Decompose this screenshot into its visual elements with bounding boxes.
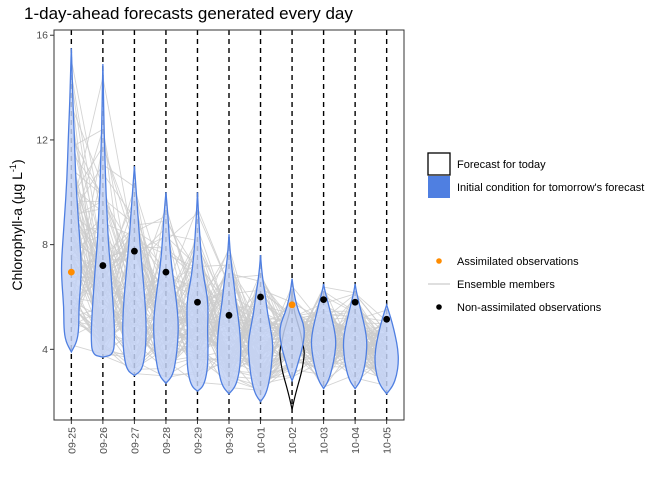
violin-09-25 [60, 48, 82, 354]
x-tick-label: 09-28 [161, 427, 173, 454]
assimilated-point-09-25 [67, 268, 75, 276]
y-tick-label: 4 [42, 344, 48, 356]
x-tick-label: 10-03 [319, 427, 331, 454]
y-tick-label: 12 [36, 134, 48, 146]
legend-key-forecast-today [427, 152, 451, 176]
non-assimilated-point-10-05 [383, 315, 391, 323]
x-tick-label: 10-04 [350, 427, 362, 454]
legend-label: Forecast for today [457, 159, 546, 171]
non-assimilated-point-10-03 [320, 296, 327, 303]
y-axis-title-main: Chlorophyll-a (µg L [9, 172, 25, 291]
x-tick-label: 09-29 [192, 427, 204, 454]
violin-10-04 [342, 283, 368, 390]
x-tick-label: 09-25 [66, 427, 78, 454]
violin-10-01 [247, 255, 274, 403]
plot-area [60, 30, 399, 420]
y-tick-label: 8 [42, 239, 48, 251]
x-tick-label: 09-27 [129, 427, 141, 454]
non-assimilated-point-10-01 [257, 293, 264, 301]
legend-key-initial-condition [428, 176, 450, 198]
non-assimilated-point-09-26 [99, 262, 107, 269]
non-assimilated-point-09-28 [162, 268, 170, 276]
y-axis-title-sup: -1 [8, 164, 18, 172]
violin-09-28 [153, 192, 179, 385]
violin-09-29 [186, 192, 209, 393]
violin-10-02 [279, 278, 305, 383]
initial-condition-violins [60, 48, 399, 403]
x-tick-label: 10-05 [382, 427, 394, 454]
legend-label: Initial condition for tomorrow's forecas… [457, 182, 644, 194]
y-tick-label: 16 [36, 30, 48, 42]
non-assimilated-point-10-04 [351, 298, 359, 306]
x-tick-label: 09-26 [98, 427, 110, 454]
violin-10-03 [310, 283, 337, 390]
y-axis-title-close: ) [9, 159, 25, 164]
non-assimilated-point-09-29 [194, 298, 201, 306]
x-tick-label: 10-01 [256, 427, 268, 454]
legend-label: Ensemble members [457, 279, 555, 291]
non-assimilated-point-09-27 [131, 247, 138, 255]
legend-label: Non-assimilated observations [457, 302, 602, 314]
x-tick-label: 10-02 [287, 427, 299, 454]
legend: Forecast for today Initial condition for … [427, 152, 644, 314]
legend-key-assimilated [436, 258, 442, 264]
non-assimilated-point-09-30 [225, 311, 233, 319]
observations [67, 247, 391, 323]
violin-09-26 [90, 64, 116, 358]
violin-10-05 [374, 302, 399, 395]
legend-key-non-assimilated [436, 304, 442, 310]
assimilated-point-10-02 [288, 301, 296, 309]
legend-label: Assimilated observations [457, 256, 579, 268]
chart-title: 1-day-ahead forecasts generated every da… [24, 4, 353, 23]
x-tick-label: 09-30 [224, 427, 236, 454]
violin-09-27 [122, 166, 147, 377]
y-axis-title: Chlorophyll-a (µg L-1) [8, 159, 25, 290]
